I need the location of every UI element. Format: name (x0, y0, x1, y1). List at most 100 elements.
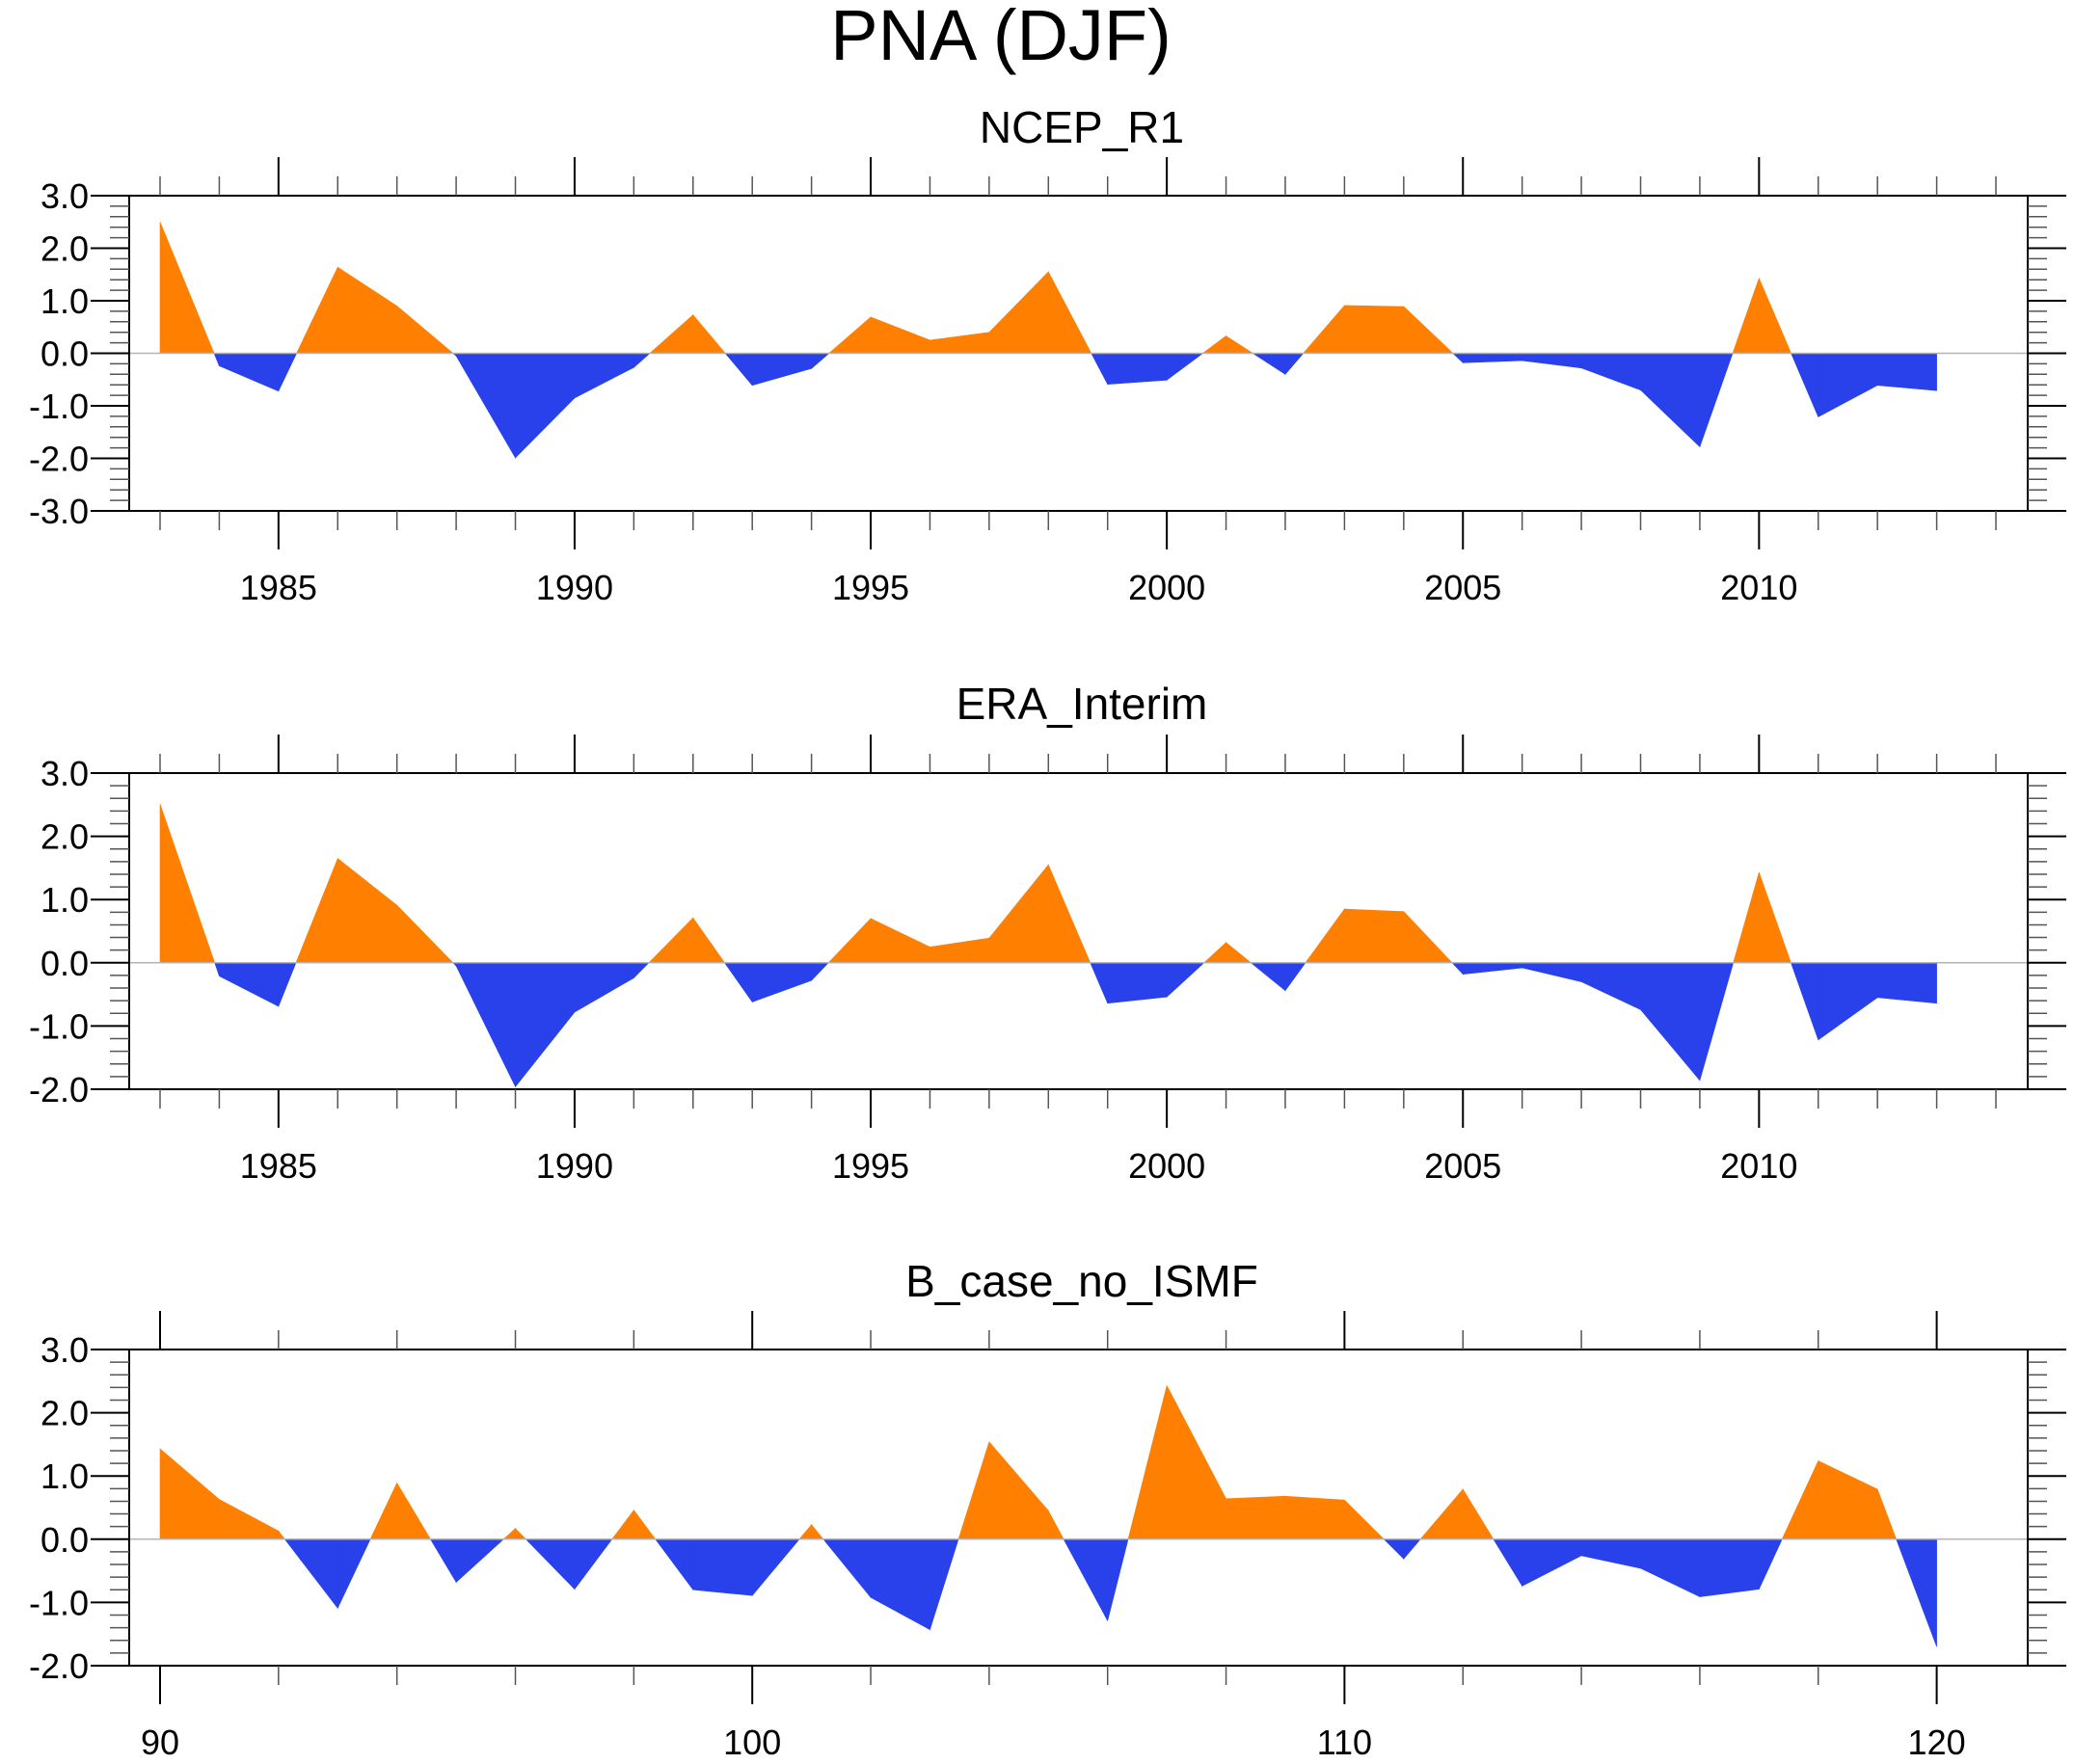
x-tick-label: 2010 (1720, 1146, 1797, 1186)
y-tick-label: -2.0 (29, 440, 89, 479)
positive-area-segment (929, 332, 990, 354)
negative-area-segment (1250, 962, 1286, 992)
panel-title: ERA_Interim (956, 679, 1208, 729)
positive-area-segment (827, 918, 872, 964)
panel-ncep-r1: NCEP_R1 3.0 2.0 1.0 0.0 -1.0 -2.0 -3.0 1985 1990… (29, 102, 2066, 607)
positive-area-segment (1048, 865, 1091, 964)
negative-area-segment (1090, 962, 1109, 1003)
x-tick-label: 1990 (536, 568, 613, 607)
x-tick-label: 1985 (240, 568, 317, 607)
positive-area-segment (1344, 908, 1405, 964)
negative-area-segment (574, 1538, 613, 1590)
negative-area-segment (1896, 1538, 1937, 1647)
negative-area-segment (1640, 962, 1701, 1082)
negative-area-segment (723, 962, 753, 1003)
negative-area-segment (1818, 353, 1878, 417)
positive-area-segment (1127, 1385, 1168, 1540)
negative-area-segment (1252, 353, 1286, 375)
negative-area-segment (1284, 962, 1306, 992)
negative-area-segment (429, 1538, 457, 1584)
positive-area-segment (1818, 1459, 1878, 1540)
x-tick-label: 1990 (536, 1146, 613, 1186)
negative-area-segment (1640, 353, 1701, 448)
positive-area-segment (515, 1527, 527, 1540)
panel-era-interim: ERA_Interim 3.0 2.0 1.0 0.0 -1.0 -2.0 1985 1990… (29, 679, 2066, 1186)
negative-area-segment (1166, 353, 1204, 381)
negative-area-segment (214, 962, 220, 976)
positive-area-segment (811, 1523, 824, 1540)
positive-area-segment (648, 917, 694, 964)
negative-area-segment (1107, 1538, 1129, 1621)
positive-area-segment (1048, 1510, 1064, 1540)
positive-area-segment (1403, 910, 1453, 964)
negative-area-segment (751, 1538, 800, 1597)
negative-area-segment (1580, 1538, 1641, 1569)
negative-area-segment (1403, 1538, 1421, 1560)
negative-area-segment (633, 962, 650, 979)
positive-area-segment (1202, 942, 1226, 964)
negative-area-segment (1166, 962, 1205, 998)
negative-area-segment (574, 962, 634, 1013)
positive-area-segment (957, 1441, 990, 1540)
negative-area-segment (455, 962, 516, 1087)
positive-area-segment (159, 222, 215, 354)
negative-area-segment (1791, 353, 1819, 417)
negative-area-segment (1522, 1538, 1582, 1587)
panel-title: B_case_no_ISMF (905, 1256, 1258, 1306)
negative-area-segment (1699, 962, 1735, 1081)
x-tick-label: 90 (141, 1723, 179, 1762)
positive-area-segment (1048, 271, 1092, 354)
negative-area-segment (1063, 1538, 1109, 1621)
negative-area-segment (574, 353, 634, 399)
y-tick-label: 2.0 (40, 817, 89, 857)
positive-area-segment (1733, 871, 1760, 964)
positive-area-segment (1759, 871, 1791, 964)
negative-area-segment (1699, 1538, 1760, 1597)
negative-area-segment (1580, 353, 1641, 391)
positive-area-segment (159, 804, 216, 964)
negative-area-segment (1091, 353, 1109, 385)
negative-area-segment (1452, 353, 1464, 364)
figure-title: PNA (DJF) (830, 0, 1172, 75)
y-tick-label: -1.0 (29, 387, 89, 426)
positive-area-segment (159, 1448, 220, 1540)
plot-frame (128, 1349, 2029, 1667)
panel-b-case-no-ismf: B_case_no_ISMF 3.0 2.0 1.0 0.0 -1.0 -2.0 90 100… (29, 1256, 2066, 1762)
negative-area-segment (870, 1538, 930, 1631)
positive-area-segment (295, 858, 338, 964)
y-tick-label: -2.0 (29, 1646, 89, 1686)
positive-area-segment (219, 1498, 280, 1540)
positive-area-segment (988, 271, 1049, 354)
y-tick-label: 3.0 (40, 754, 89, 793)
negative-area-segment (655, 1538, 694, 1591)
negative-area-segment (1640, 1538, 1701, 1597)
x-tick-label: 1995 (832, 1146, 909, 1186)
positive-area-segment (611, 1509, 634, 1540)
positive-area-segment (988, 1440, 1049, 1540)
negative-area-segment (515, 962, 576, 1088)
positive-area-segment (396, 904, 454, 964)
y-tick-label: 0.0 (40, 334, 89, 374)
positive-area-segment (827, 316, 872, 354)
positive-area-segment (1403, 306, 1454, 354)
negative-area-segment (1791, 962, 1819, 1040)
positive-area-segment (278, 1530, 285, 1540)
negative-area-segment (1107, 962, 1168, 1004)
negative-area-segment (1462, 353, 1522, 363)
x-tick-label: 2010 (1720, 568, 1797, 607)
positive-area-segment (1344, 1499, 1386, 1540)
positive-area-segment (692, 917, 726, 964)
positive-area-segment (1419, 1488, 1464, 1540)
positive-area-segment (1876, 1488, 1898, 1540)
negative-area-segment (213, 353, 220, 366)
y-tick-label: 0.0 (40, 944, 89, 983)
negative-area-segment (1699, 353, 1734, 447)
negative-area-segment (1580, 962, 1641, 1010)
positive-area-segment (337, 857, 397, 964)
x-tick-label: 1995 (832, 568, 909, 607)
positive-area-segment (1226, 334, 1254, 354)
negative-area-segment (455, 353, 516, 460)
y-tick-label: 1.0 (40, 1457, 89, 1496)
negative-area-segment (455, 1538, 505, 1584)
